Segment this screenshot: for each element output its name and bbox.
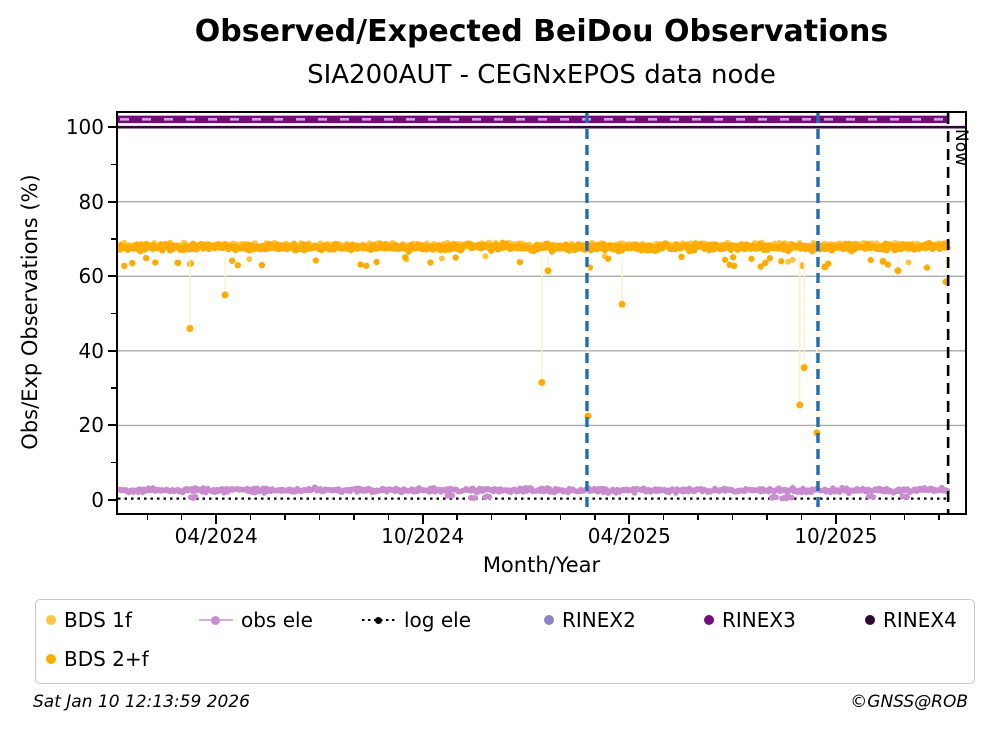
y-major-tick <box>108 424 116 427</box>
x-minor-tick <box>766 515 768 520</box>
legend-item-rinex2: RINEX2 <box>544 607 636 633</box>
event-lines <box>585 113 820 513</box>
legend-label: obs ele <box>241 608 313 632</box>
plot-area <box>116 111 967 515</box>
legend-item-rinex4: RINEX4 <box>865 607 957 633</box>
credit-text: ©GNSS@ROB <box>850 692 968 712</box>
now-line-label: Now <box>951 129 971 167</box>
x-major-tick <box>215 515 218 524</box>
log-ele-marker-icon <box>362 615 396 625</box>
x-minor-tick <box>387 515 390 520</box>
y-tick-label: 40 <box>78 338 104 363</box>
x-minor-tick <box>903 515 906 520</box>
legend-label: BDS 1f <box>64 608 132 632</box>
y-tick-label: 100 <box>65 115 104 140</box>
y-tick-label: 80 <box>78 189 104 214</box>
legend-item-rinex3: RINEX3 <box>704 607 796 633</box>
y-minor-tick <box>111 387 116 389</box>
x-major-tick <box>421 515 424 524</box>
y-minor-tick <box>111 461 116 464</box>
chart-subtitle: SIA200AUT - CEGNxEPOS data node <box>307 60 776 90</box>
legend-label: RINEX3 <box>722 608 796 632</box>
plot-canvas <box>118 113 965 513</box>
x-axis-label: Month/Year <box>482 553 601 577</box>
y-axis-label: Obs/Exp Observations (%) <box>18 174 42 450</box>
x-minor-tick <box>456 515 458 520</box>
x-minor-tick <box>938 515 940 520</box>
x-major-tick <box>834 515 837 524</box>
legend-box: BDS 1f obs ele log ele RINEX2 RINEX3 RIN… <box>35 599 975 684</box>
obs-ele-points <box>118 484 951 502</box>
y-tick-label: 20 <box>78 413 104 438</box>
x-minor-tick <box>180 515 183 520</box>
legend-label: BDS 2+f <box>64 647 149 671</box>
bds-outliers <box>186 256 950 437</box>
legend-label: RINEX2 <box>562 608 636 632</box>
plot-timestamp: Sat Jan 10 12:13:59 2026 <box>33 692 250 712</box>
bds-2f-marker-icon <box>46 654 56 664</box>
y-major-tick <box>108 126 116 129</box>
legend-item-bds-1f: BDS 1f <box>46 607 132 633</box>
x-minor-tick <box>731 515 734 520</box>
rinex2-marker-icon <box>544 615 554 625</box>
obs-ele-marker-icon <box>199 615 233 625</box>
x-minor-tick <box>800 515 803 520</box>
x-tick-label: 04/2025 <box>587 524 671 548</box>
legend-item-obs-ele: obs ele <box>199 607 313 633</box>
x-minor-tick <box>559 515 562 520</box>
legend-label: RINEX4 <box>883 608 957 632</box>
x-minor-tick <box>249 515 252 520</box>
rinex3-marker-icon <box>704 615 714 625</box>
x-tick-label: 04/2024 <box>174 524 258 548</box>
x-minor-tick <box>318 515 321 520</box>
x-minor-tick <box>525 515 527 520</box>
y-major-tick <box>108 498 116 501</box>
y-minor-tick <box>111 238 116 240</box>
chart-title: Observed/Expected BeiDou Observations <box>194 14 889 49</box>
y-minor-tick <box>111 312 116 315</box>
x-minor-tick <box>594 515 596 520</box>
y-tick-label: 60 <box>78 264 104 289</box>
x-tick-label: 10/2025 <box>794 524 878 548</box>
x-minor-tick <box>869 515 872 520</box>
x-major-tick <box>628 515 631 524</box>
y-major-tick <box>108 349 116 352</box>
x-minor-tick <box>146 515 149 520</box>
x-minor-tick <box>697 515 699 520</box>
bds-1f-marker-icon <box>46 615 56 625</box>
y-major-tick <box>108 275 116 278</box>
legend-item-bds-2f: BDS 2+f <box>46 646 149 672</box>
y-major-tick <box>108 200 116 203</box>
legend-item-log-ele: log ele <box>362 607 471 633</box>
x-minor-tick <box>490 515 493 520</box>
y-tick-label: 0 <box>91 487 104 512</box>
x-minor-tick <box>284 515 286 520</box>
x-minor-tick <box>662 515 665 520</box>
x-tick-label: 10/2024 <box>381 524 465 548</box>
legend-label: log ele <box>404 608 472 632</box>
y-minor-tick <box>111 163 116 166</box>
rinex4-marker-icon <box>865 615 875 625</box>
x-minor-tick <box>353 515 355 520</box>
bds-2-f-points <box>118 239 951 271</box>
